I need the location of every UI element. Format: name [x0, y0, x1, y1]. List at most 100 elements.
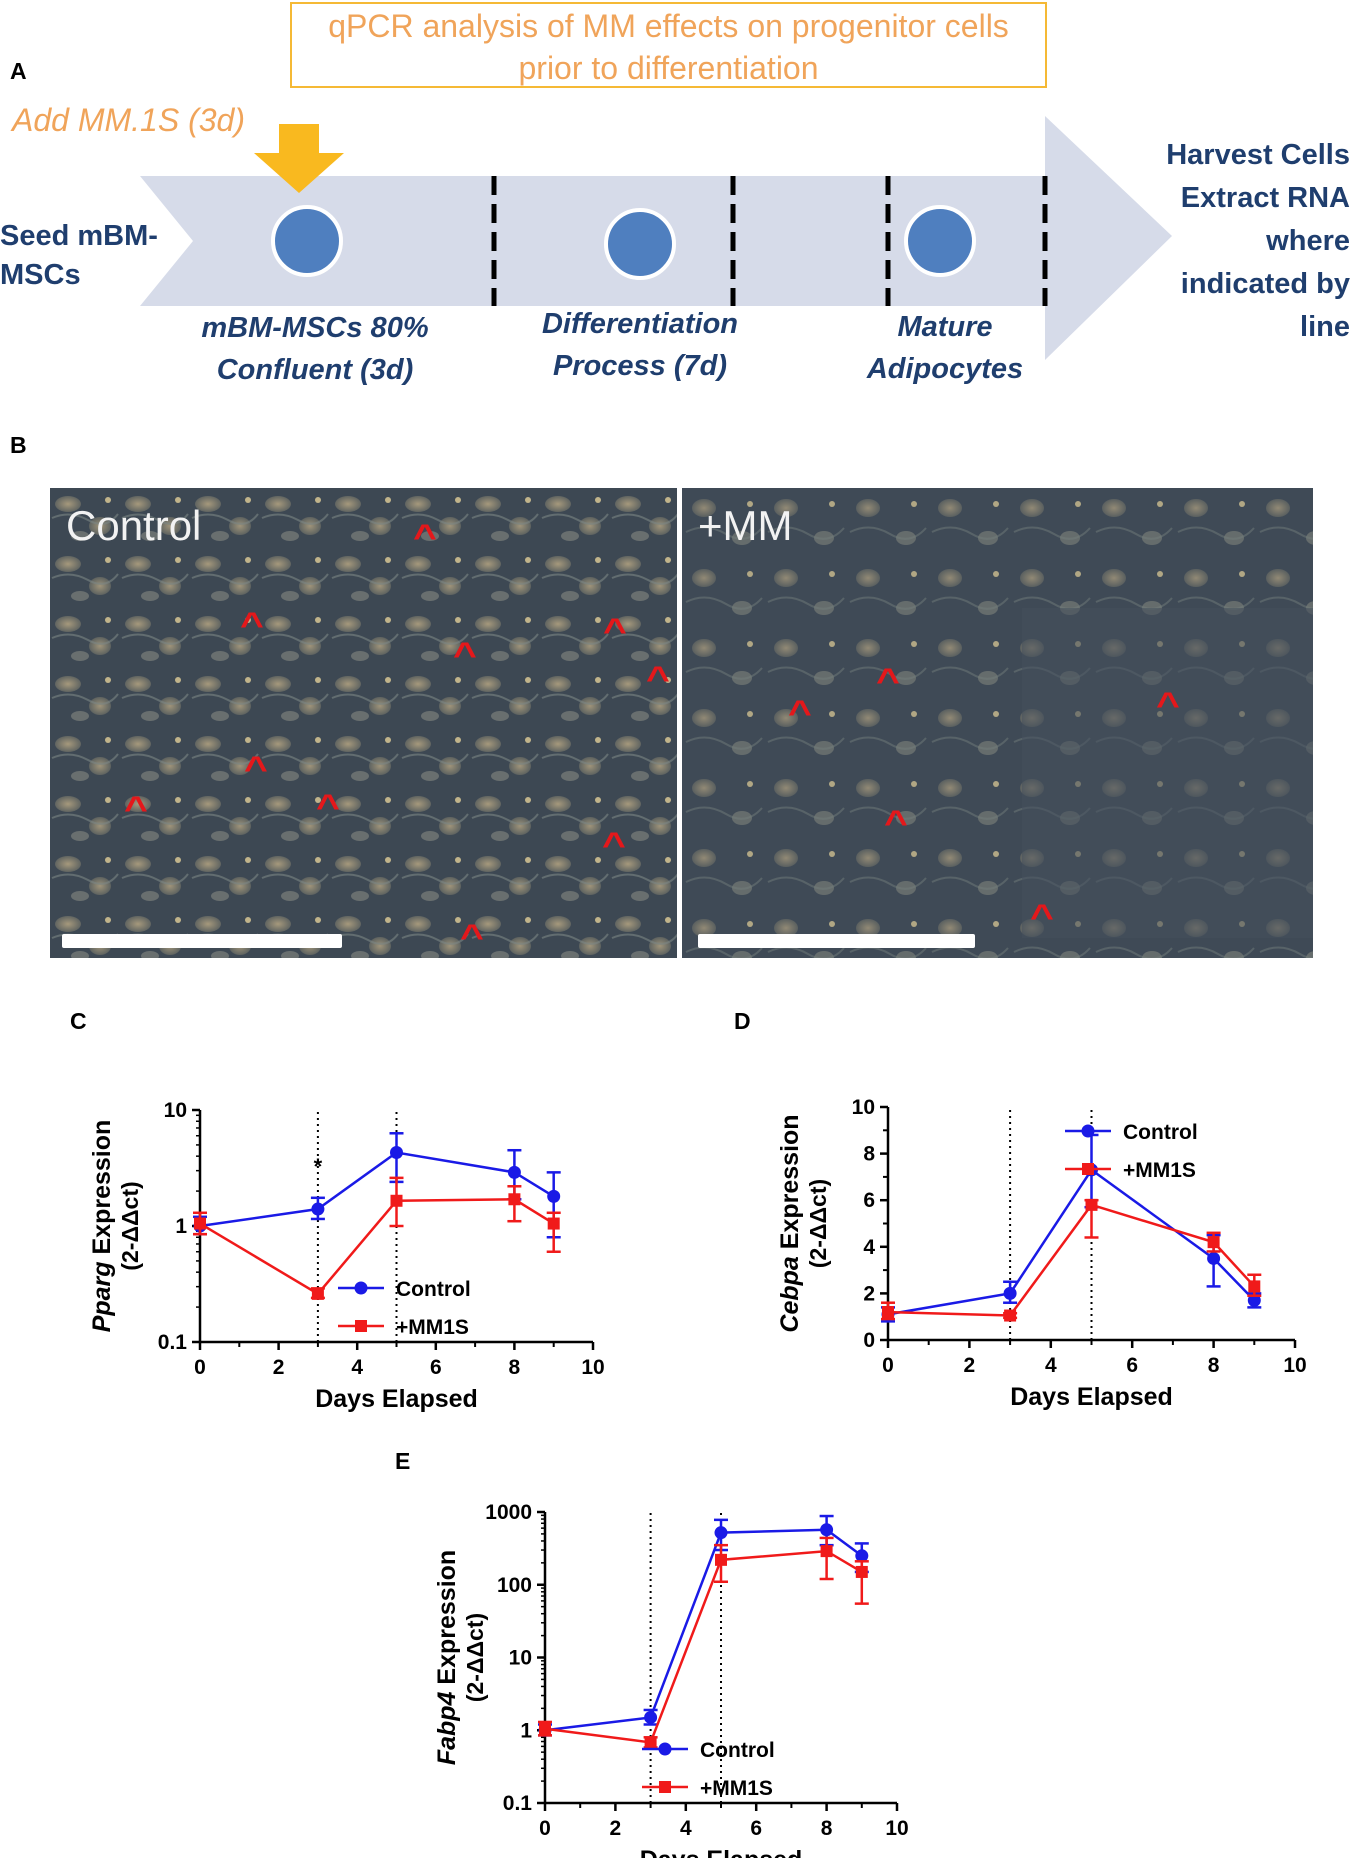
- legend-marker: [354, 1281, 368, 1295]
- data-point: [714, 1526, 728, 1540]
- y-tick-label: 2: [863, 1282, 875, 1305]
- scale-bar: [698, 934, 975, 948]
- y-tick-label: 0.1: [503, 1792, 533, 1815]
- y-axis-unit: (2-ΔΔct): [117, 1181, 143, 1270]
- data-point: [855, 1565, 868, 1578]
- y-axis-unit: (2-ΔΔct): [805, 1179, 831, 1268]
- data-point: [1207, 1236, 1220, 1249]
- mm-micrograph: +MM ^ ^ ^ ^ ^: [682, 488, 1313, 958]
- control-cell-texture: [50, 488, 677, 958]
- y-tick-label: 1: [175, 1215, 187, 1238]
- series-line-control: [544, 1528, 863, 1732]
- seed-label-line-2: MSCs: [0, 259, 81, 291]
- control-title: Control: [66, 502, 202, 549]
- data-point: [1247, 1293, 1261, 1307]
- control-micrograph: Control ^ ^ ^ ^ ^ ^ ^ ^ ^ ^: [50, 488, 677, 958]
- harvest-line-3: where: [1266, 225, 1350, 257]
- cebpa-chart: 0 2 4 6 8 10 0 2 4 6 8 10 Days Elapsed Cebpa Expressi…: [776, 1096, 1307, 1411]
- x-tick-label: 2: [964, 1354, 976, 1377]
- legend-label: +MM1S: [396, 1316, 469, 1339]
- panel-b-label: B: [10, 432, 27, 458]
- x-axis-label: Days Elapsed: [640, 1846, 803, 1858]
- data-point: [1003, 1286, 1017, 1300]
- x-tick-label: 6: [430, 1356, 442, 1379]
- y-tick-label: 1: [520, 1719, 532, 1742]
- x-axis-label: Days Elapsed: [1010, 1383, 1173, 1411]
- y-tick-label: 100: [497, 1574, 532, 1597]
- data-point: [507, 1165, 521, 1179]
- data-point: [508, 1193, 521, 1206]
- stage3-line-1: Mature: [897, 311, 993, 343]
- lipid-marker-icon: ^: [453, 636, 477, 674]
- y-tick-label: 10: [164, 1099, 187, 1122]
- fabp4-chart: 0 2 4 6 8 10 0.1 1 10 100 1000 Days Elapsed Fabp4 Ex…: [433, 1501, 909, 1858]
- lipid-marker-icon: ^: [884, 804, 908, 842]
- y-axis-gene: Pparg: [88, 1261, 116, 1332]
- mm-title: +MM: [698, 502, 793, 549]
- y-axis-label: Cebpa Expression: [776, 1114, 804, 1332]
- data-point: [539, 1722, 551, 1735]
- stage3-line-2: Adipocytes: [866, 353, 1024, 385]
- y-axis-gene: Fabp4: [433, 1691, 461, 1765]
- lipid-marker-icon: ^: [603, 612, 627, 650]
- harvest-line-5: line: [1300, 311, 1350, 343]
- x-tick-label: 0: [194, 1356, 206, 1379]
- data-point: [390, 1146, 403, 1160]
- y-tick-label: 1000: [485, 1501, 532, 1524]
- data-point: [1248, 1280, 1261, 1293]
- pparg-chart: 0 2 4 6 8 10 0.1 1 10 Days Elapsed Pparg Expressio…: [88, 1099, 605, 1413]
- lipid-marker-icon: ^: [240, 606, 264, 644]
- legend-label: Control: [700, 1739, 775, 1762]
- y-axis-label: Fabp4 Expression: [433, 1550, 461, 1765]
- legend-marker: [355, 1320, 367, 1332]
- stage1-line-2: Confluent (3d): [216, 354, 414, 386]
- significance-annotation: *: [314, 1154, 323, 1179]
- seed-label-line-1: Seed mBM-: [0, 220, 158, 252]
- series-line-mm1s: [199, 1198, 555, 1296]
- stage3-label: Mature Adipocytes: [840, 306, 1050, 390]
- y-tick-label: 0: [863, 1329, 875, 1352]
- legend-label: Control: [396, 1278, 471, 1301]
- panel-d-label: D: [734, 1008, 751, 1034]
- harvest-label: Harvest Cells Extract RNA where indicate…: [1140, 134, 1350, 349]
- stage2-label: Differentiation Process (7d): [495, 303, 785, 387]
- data-point: [311, 1202, 325, 1216]
- lipid-marker-icon: ^: [460, 918, 484, 956]
- stage2-line-1: Differentiation: [541, 308, 739, 340]
- mm-cell-texture: [682, 488, 1313, 958]
- panel-c-label: C: [70, 1008, 87, 1034]
- data-point: [194, 1217, 206, 1230]
- harvest-line-4: indicated by: [1180, 268, 1350, 300]
- harvest-line-2: Extract RNA: [1180, 182, 1350, 214]
- stage-circle-2: [604, 208, 676, 280]
- y-tick-label: 0.1: [158, 1331, 188, 1354]
- x-tick-label: 4: [351, 1356, 363, 1379]
- lipid-marker-icon: ^: [1156, 686, 1180, 724]
- data-point: [882, 1306, 894, 1319]
- data-point: [547, 1217, 560, 1230]
- seed-label: Seed mBM- MSCs: [0, 217, 158, 295]
- harvest-line-1: Harvest Cells: [1166, 139, 1350, 171]
- stage-circle-3: [904, 205, 976, 277]
- stage-circle-1: [271, 205, 343, 277]
- legend-marker: [1082, 1163, 1094, 1175]
- data-point: [644, 1736, 657, 1749]
- data-point: [547, 1189, 561, 1203]
- data-point: [715, 1553, 727, 1566]
- x-tick-label: 10: [1283, 1354, 1306, 1377]
- series-line-control: [887, 1168, 1256, 1316]
- x-tick-label: 10: [885, 1817, 908, 1840]
- x-tick-label: 10: [581, 1356, 604, 1379]
- lipid-marker-icon: ^: [244, 750, 268, 788]
- x-tick-label: 0: [882, 1354, 894, 1377]
- scale-bar: [62, 934, 342, 948]
- lipid-marker-icon: ^: [316, 788, 340, 826]
- lipid-marker-icon: ^: [602, 826, 626, 864]
- data-point: [855, 1549, 869, 1563]
- x-axis-label: Days Elapsed: [315, 1385, 478, 1413]
- x-tick-label: 4: [1045, 1354, 1057, 1377]
- y-axis-suffix: Expression: [88, 1120, 116, 1262]
- x-tick-label: 6: [1126, 1354, 1138, 1377]
- legend-marker: [1081, 1124, 1095, 1138]
- y-tick-label: 4: [863, 1236, 875, 1259]
